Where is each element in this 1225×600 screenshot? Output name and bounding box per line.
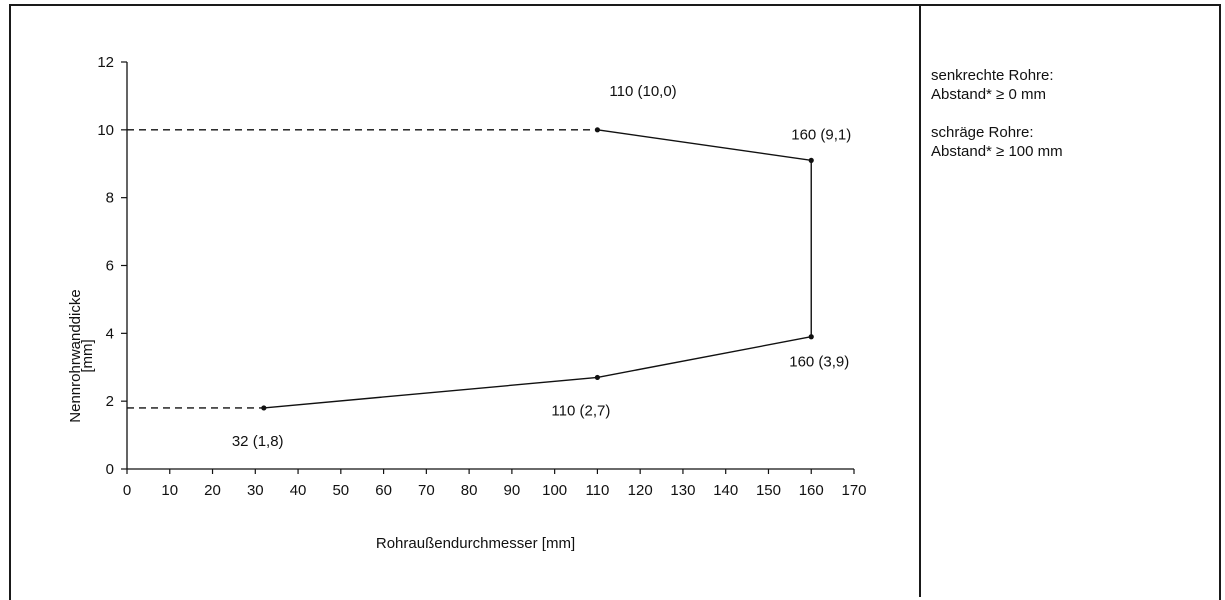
data-label: 160 (9,1) bbox=[791, 126, 851, 143]
data-point bbox=[594, 374, 601, 381]
panel-divider bbox=[919, 4, 921, 597]
x-tick-label: 130 bbox=[670, 482, 695, 499]
note-vertical-title: senkrechte Rohre: bbox=[931, 67, 1054, 84]
x-tick-label: 120 bbox=[628, 482, 653, 499]
figure-frame bbox=[9, 4, 1221, 600]
data-point bbox=[261, 405, 267, 411]
x-tick-label: 20 bbox=[204, 482, 221, 499]
note-inclined-pipes: schräge Rohre: Abstand* ≥ 100 mm bbox=[931, 123, 1211, 161]
x-axis-title: Rohraußendurchmesser [mm] bbox=[376, 535, 575, 552]
y-tick-label: 8 bbox=[106, 190, 114, 207]
y-axis-title-line: [mm] bbox=[79, 339, 96, 372]
y-axis-title-line: Nennrohrwanddicke bbox=[67, 289, 84, 422]
note-vertical-text: Abstand* ≥ 0 mm bbox=[931, 86, 1046, 103]
y-tick-label: 10 bbox=[97, 122, 114, 139]
x-tick-label: 60 bbox=[375, 482, 392, 499]
x-tick-label: 50 bbox=[332, 482, 349, 499]
x-tick-label: 0 bbox=[123, 482, 131, 499]
data-label: 110 (2,7) bbox=[551, 402, 610, 419]
x-tick-label: 80 bbox=[461, 482, 478, 499]
y-tick-label: 0 bbox=[106, 461, 114, 478]
note-inclined-title: schräge Rohre: bbox=[931, 124, 1034, 141]
y-tick-label: 12 bbox=[97, 54, 114, 71]
x-tick-label: 40 bbox=[290, 482, 307, 499]
y-tick-label: 4 bbox=[106, 325, 114, 342]
data-point bbox=[594, 127, 601, 133]
x-tick-label: 30 bbox=[247, 482, 264, 499]
y-tick-label: 6 bbox=[106, 258, 114, 275]
x-tick-label: 90 bbox=[504, 482, 521, 499]
data-label: 110 (10,0) bbox=[609, 83, 676, 100]
x-tick-label: 160 bbox=[799, 482, 824, 499]
x-tick-label: 100 bbox=[542, 482, 567, 499]
series-line bbox=[263, 129, 812, 409]
x-tick-label: 70 bbox=[418, 482, 435, 499]
x-tick-label: 140 bbox=[713, 482, 738, 499]
x-tick-label: 110 bbox=[585, 482, 609, 499]
notes-panel: senkrechte Rohre: Abstand* ≥ 0 mm schräg… bbox=[931, 66, 1211, 180]
data-point bbox=[808, 334, 814, 340]
x-tick-label: 170 bbox=[841, 482, 866, 499]
note-vertical-pipes: senkrechte Rohre: Abstand* ≥ 0 mm bbox=[931, 66, 1211, 104]
data-label: 32 (1,8) bbox=[232, 433, 284, 450]
y-tick-label: 2 bbox=[106, 393, 114, 410]
x-tick-label: 150 bbox=[756, 482, 781, 499]
data-point bbox=[808, 157, 814, 163]
x-tick-label: 10 bbox=[161, 482, 178, 499]
data-label: 160 (3,9) bbox=[789, 354, 849, 371]
note-inclined-text: Abstand* ≥ 100 mm bbox=[931, 143, 1063, 160]
